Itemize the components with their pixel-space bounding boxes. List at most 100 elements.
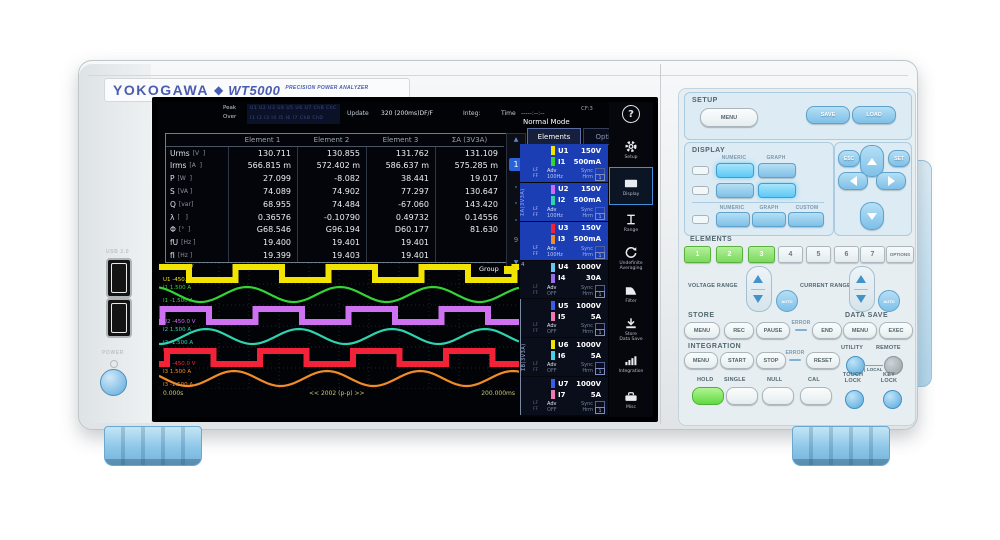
numeric-lower-button[interactable] [716, 183, 754, 198]
current-auto-button[interactable]: AUTO [878, 290, 900, 312]
scroll-up-icon[interactable]: ▲ [513, 136, 519, 143]
integration-menu-button[interactable]: MENU [684, 352, 718, 369]
down-arrow-icon [867, 212, 877, 220]
wiring-group-b-label: ΣB(3V3A) [520, 299, 531, 415]
numeric-custom-button[interactable] [716, 212, 750, 227]
current-up-icon[interactable] [856, 275, 866, 283]
store-pause-button[interactable]: PAUSE [756, 322, 790, 339]
sidebar-item-undefinite[interactable]: Undefinite Averaging [609, 240, 653, 275]
element-button-7[interactable]: 7 [860, 246, 885, 263]
graph-upper-button[interactable] [758, 163, 796, 178]
element-entry-u4[interactable]: U4 1000V I4 30A LF FF Adv OFF Sync Hrm 1 [520, 260, 608, 300]
integration-stop-button[interactable]: STOP [756, 352, 786, 369]
cal-button[interactable] [800, 387, 832, 405]
store-end-button[interactable]: END [812, 322, 842, 339]
table-cell: 575.285 m [435, 159, 504, 173]
range-value: 1000V [576, 340, 601, 349]
element-button-1[interactable]: 1 [684, 246, 711, 263]
trace-max-label: I1 1.500 A [163, 285, 192, 291]
voltage-range-rocker[interactable] [746, 266, 772, 312]
options-button[interactable]: OPTIONS [886, 246, 914, 263]
usb-port-2[interactable] [106, 298, 132, 338]
cursor-up-button[interactable] [860, 145, 884, 177]
range-value: 150V [580, 224, 601, 233]
integration-start-button[interactable]: START [720, 352, 754, 369]
data-save-exec-button[interactable]: EXEC [879, 322, 913, 339]
group-color-tab[interactable] [504, 266, 516, 274]
sidebar-item-setup[interactable]: Setup [609, 132, 653, 167]
element-entry-u6[interactable]: U6 1000V I6 5A LF FF Adv OFF Sync Hrm 1 [520, 338, 608, 378]
store-menu-button[interactable]: MENU [684, 322, 720, 339]
integration-title: INTEGRATION [688, 343, 742, 350]
cursor-left-button[interactable] [838, 172, 868, 190]
range-value: 30A [585, 274, 601, 283]
load-button[interactable]: LOAD [852, 106, 896, 124]
key-lock-label: KEY LOCK [880, 372, 898, 384]
element-button-4[interactable]: 4 [778, 246, 803, 263]
table-cell: 19.401 [297, 236, 366, 250]
null-button[interactable] [762, 387, 794, 405]
sidebar-item-store[interactable]: Store Data Save [609, 311, 653, 346]
element-entry-u3[interactable]: U3 150V I3 500mA LF FF Adv 100Hz Sync Hrm 1 [520, 221, 608, 261]
element-entry-u2[interactable]: U2 150V I2 500mA LF FF Adv 100Hz Sync Hrm 1 [520, 182, 608, 222]
sidebar-item-label: Filter [625, 298, 637, 304]
table-row-label: Urms [V ] [170, 148, 206, 158]
current-down-icon[interactable] [856, 295, 866, 303]
setup-menu-button[interactable]: MENU [700, 108, 758, 127]
trace-min-label: I2 -1.500 A [163, 340, 194, 346]
custom-button[interactable] [788, 212, 824, 227]
integration-reset-button[interactable]: RESET [806, 352, 840, 369]
element-button-2[interactable]: 2 [716, 246, 743, 263]
hold-button[interactable] [692, 387, 724, 405]
element-entry-u1[interactable]: U1 150V I1 500mA LF FF Adv 100Hz Sync Hrm 1 [520, 144, 608, 183]
scroll-down-icon[interactable]: ▼ [513, 258, 519, 266]
voltage-down-icon[interactable] [753, 295, 763, 303]
voltage-up-icon[interactable] [753, 275, 763, 283]
voltage-auto-button[interactable]: AUTO [776, 290, 798, 312]
sidebar-item-display[interactable]: Display [609, 167, 653, 205]
sidebar-item-label: Misc [626, 404, 636, 410]
display-indicator-3 [692, 215, 709, 224]
data-save-menu-button[interactable]: MENU [843, 322, 877, 339]
single-button[interactable] [726, 387, 758, 405]
element-entry-u7[interactable]: U7 1000V I7 5A LF FF Adv OFF Sync Hrm 1 [520, 377, 608, 417]
sidebar-item-integration[interactable]: Integration [609, 346, 653, 381]
tab-elements[interactable]: Elements [527, 128, 581, 144]
touch-screen[interactable]: Peak Over U1 U2 U3 U4 U5 U6 U7 ChB ChC I1… [157, 102, 653, 417]
trace-max-label: I2 1.500 A [163, 327, 192, 333]
touch-lock-button[interactable] [845, 390, 864, 409]
integ-time-label: Time [501, 110, 516, 117]
element-entry-u5[interactable]: U5 1000V I5 5A LF FF Adv OFF Sync Hrm 1 [520, 299, 608, 339]
table-corner [166, 134, 228, 147]
key-lock-button[interactable] [883, 390, 902, 409]
usb-port-1[interactable] [106, 258, 132, 298]
cursor-down-button[interactable] [860, 202, 884, 230]
sidebar-item-label: Undefinite Averaging [619, 260, 643, 271]
trace-u3 [159, 348, 519, 367]
graph-lower-button[interactable] [758, 183, 796, 198]
table-column-header: ΣA (3V3A) [435, 134, 504, 147]
set-button[interactable]: SET [888, 150, 910, 167]
model-tagline: PRECISION POWER ANALYZER [285, 85, 369, 91]
update-label: Update [347, 110, 369, 117]
current-range-rocker[interactable] [849, 266, 875, 312]
element-button-6[interactable]: 6 [834, 246, 859, 263]
graph-custom-button[interactable] [752, 212, 786, 227]
display-icon [624, 179, 638, 187]
element-button-5[interactable]: 5 [806, 246, 831, 263]
cursor-right-button[interactable] [876, 172, 906, 190]
diamond-icon: ◆ [214, 83, 224, 97]
table-cell: 68.955 [228, 197, 297, 211]
help-icon[interactable]: ? [622, 105, 640, 123]
data-save-title: DATA SAVE [845, 312, 889, 319]
sidebar-item-misc[interactable]: Misc [609, 382, 653, 417]
store-rec-button[interactable]: REC [724, 322, 754, 339]
save-button[interactable]: SAVE [806, 106, 850, 124]
numeric-upper-button[interactable] [716, 163, 754, 178]
sidebar-item-filter[interactable]: Filter [609, 276, 653, 311]
esc-button[interactable]: ESC [838, 150, 860, 167]
sidebar-item-range[interactable]: Range [609, 205, 653, 240]
page-dot [515, 202, 517, 205]
power-button[interactable] [100, 369, 127, 396]
element-button-3[interactable]: 3 [748, 246, 775, 263]
